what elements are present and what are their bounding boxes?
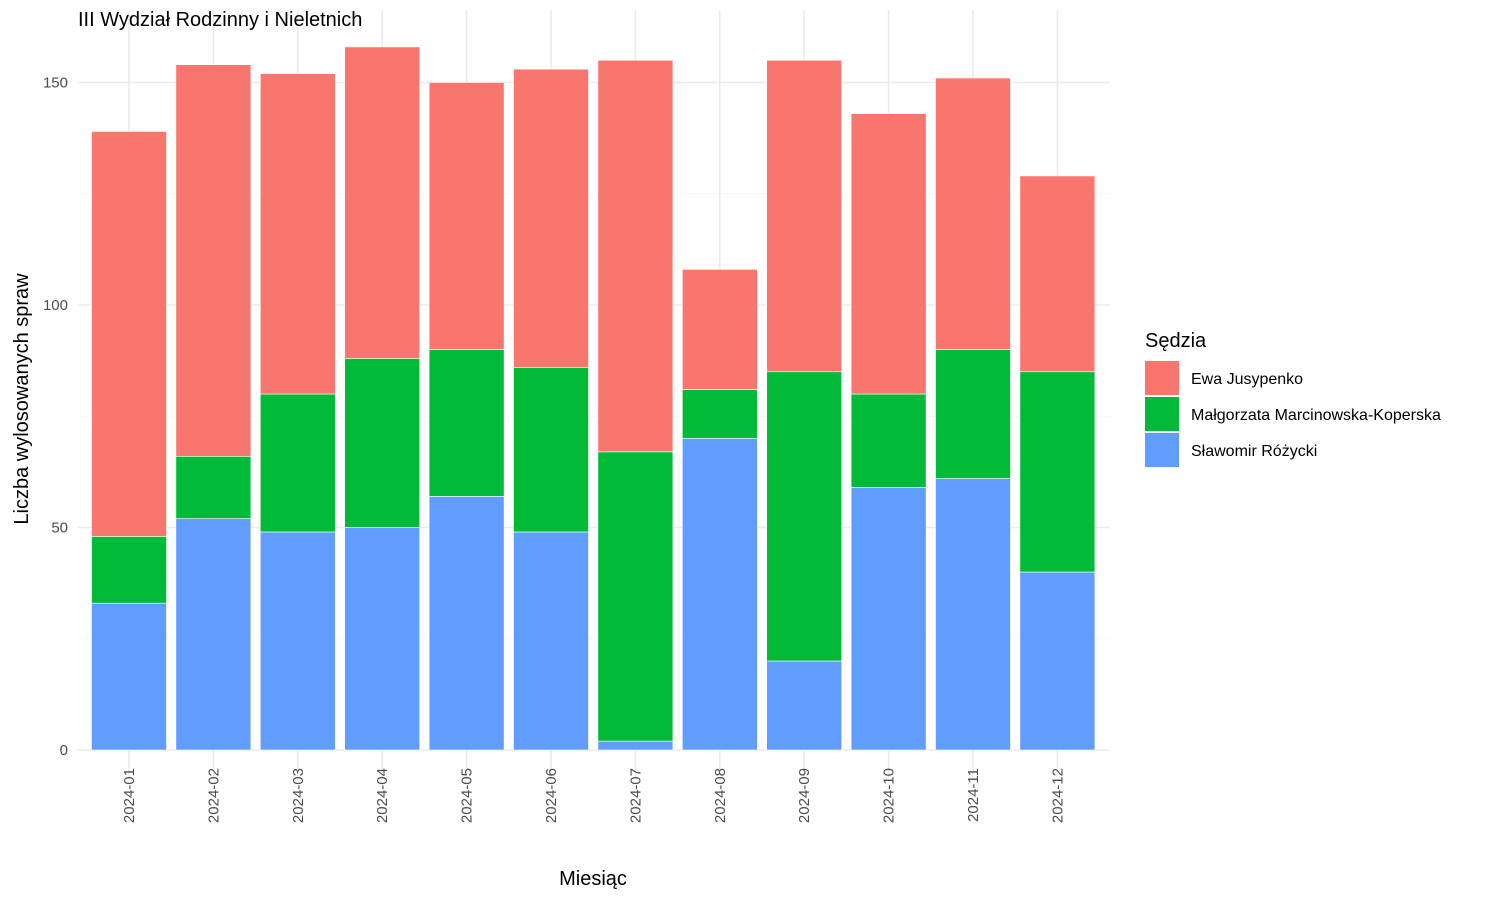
bar-segment (91, 602, 167, 751)
bar-segment (344, 358, 421, 528)
x-tick-label: 2024-06 (543, 768, 560, 823)
x-tick-label: 2024-08 (712, 768, 729, 823)
bar-segment (850, 393, 927, 488)
x-tick-label: 2024-05 (459, 768, 476, 823)
bar-segment (91, 131, 167, 537)
legend-label: Ewa Jusypenko (1191, 371, 1303, 388)
legend-key (1145, 433, 1179, 467)
y-axis-title: Liczba wylosowanych spraw (11, 273, 33, 525)
legend-title: Sędzia (1145, 330, 1207, 352)
chart-title: III Wydział Rodzinny i Nieletnich (78, 9, 362, 31)
x-tick-label: 2024-03 (290, 768, 307, 823)
bar-segment (1019, 371, 1096, 573)
bar-segment (597, 740, 674, 751)
y-tick-label: 150 (43, 75, 68, 92)
x-tick-label: 2024-10 (881, 768, 898, 823)
y-tick-label: 0 (60, 742, 68, 759)
x-tick-label: 2024-09 (796, 768, 813, 823)
bar-segment (259, 531, 336, 751)
bar-segment (428, 349, 505, 497)
bar-segment (681, 438, 758, 751)
bars (91, 46, 1096, 751)
x-tick-label: 2024-12 (1049, 768, 1066, 823)
y-axis-ticks: 0 50 100 150 (43, 75, 68, 760)
bar-segment (1019, 571, 1096, 751)
legend-key (1145, 397, 1179, 431)
legend-label: Małgorzata Marcinowska-Koperska (1191, 407, 1441, 424)
bar-segment (766, 59, 843, 373)
bar-segment (175, 64, 252, 457)
x-axis-ticks: 2024-01 2024-02 2024-03 2024-04 2024-05 2024-… (121, 768, 1066, 823)
y-tick-label: 50 (51, 520, 68, 537)
bar-segment (259, 393, 336, 533)
bar-segment (935, 349, 1011, 479)
bar-segment (935, 478, 1011, 751)
bar-segment (766, 660, 843, 751)
bar-segment (1019, 175, 1096, 373)
bar-segment (513, 68, 589, 368)
bar-segment (428, 496, 505, 751)
bar-segment (428, 82, 505, 350)
x-tick-label: 2024-02 (205, 768, 222, 823)
legend-label: Sławomir Różycki (1191, 443, 1317, 460)
legend: Sędzia Ewa Jusypenko Małgorzata Marcinows… (1145, 330, 1441, 467)
bar-segment (850, 487, 927, 751)
bar-segment (513, 366, 589, 533)
bar-segment (681, 389, 758, 439)
bar-segment (91, 536, 167, 604)
x-tick-label: 2024-04 (374, 768, 391, 823)
bar-segment (175, 518, 252, 751)
bar-segment (766, 371, 843, 662)
x-tick-label: 2024-07 (627, 768, 644, 823)
y-tick-label: 100 (43, 297, 68, 314)
bar-segment (344, 527, 421, 751)
bar-segment (513, 531, 589, 751)
bar-segment (344, 46, 421, 359)
x-axis-title: Miesiąc (559, 868, 627, 890)
bar-segment (597, 59, 674, 453)
bar-segment (175, 455, 252, 519)
bar-segment (850, 113, 927, 395)
x-tick-label: 2024-11 (965, 768, 982, 822)
bar-segment (259, 73, 336, 395)
bar-segment (597, 451, 674, 742)
bar-segment (681, 269, 758, 390)
x-tick-label: 2024-01 (121, 768, 138, 823)
bar-segment (935, 77, 1011, 350)
legend-key (1145, 361, 1179, 395)
